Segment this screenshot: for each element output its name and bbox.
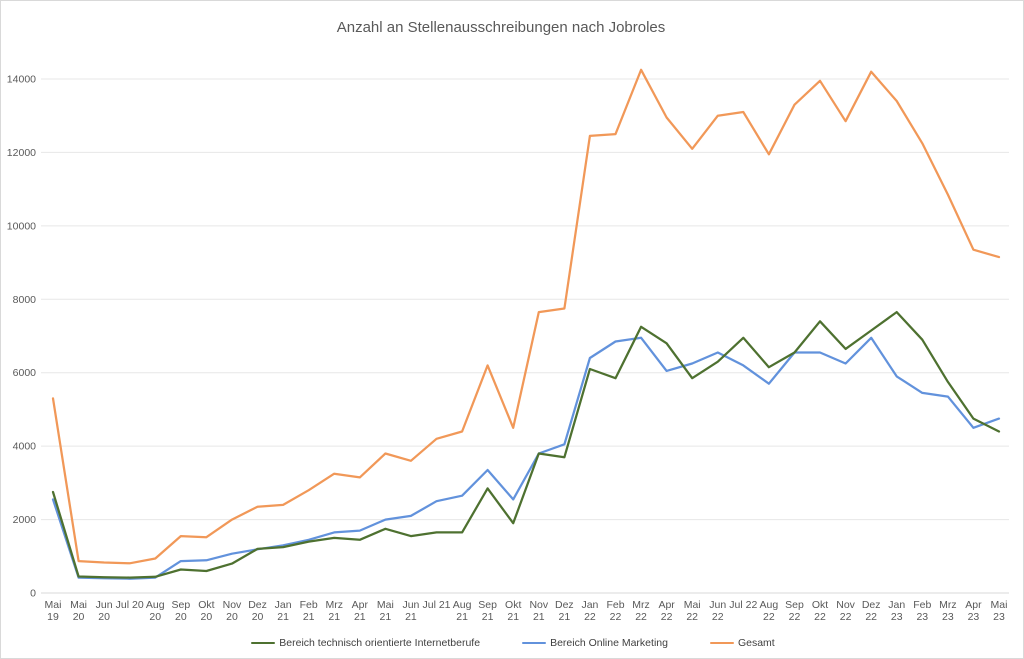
x-axis-tick-label: Nov 22: [836, 599, 855, 623]
series-line-1: [51, 310, 1001, 579]
legend-item: Bereich technisch orientierte Internetbe…: [251, 637, 480, 649]
x-axis-tick-label: Apr 22: [658, 599, 675, 623]
legend-label: Bereich Online Marketing: [550, 637, 668, 649]
x-axis-tick-label: Apr 21: [352, 599, 369, 623]
x-axis-tick-label: Jun 20: [96, 599, 113, 623]
y-axis-tick-label: 0: [30, 588, 36, 600]
y-axis-tick-label: 6000: [13, 367, 37, 379]
chart-title: Anzahl an Stellenausschreibungen nach Jo…: [336, 19, 666, 36]
x-axis-tick-label: Mai 23: [991, 599, 1008, 623]
x-axis-tick-label: Sep 21: [478, 599, 497, 623]
x-axis-tick-label: Apr 23: [965, 599, 982, 623]
x-axis-tick-label: Nov 20: [223, 599, 242, 623]
legend-item: Gesamt: [709, 637, 775, 649]
x-axis-tick-label: Feb 21: [300, 599, 318, 623]
x-axis-tick-label: Jul 21: [422, 599, 450, 611]
x-axis-tick-label: Nov 21: [529, 599, 548, 623]
series-line-2: [51, 336, 1001, 580]
x-axis-tick-label: Dez 22: [862, 599, 881, 623]
x-axis-tick-label: Aug 20: [146, 599, 165, 623]
y-axis-tick-label: 8000: [13, 294, 37, 306]
x-axis-tick-label: Okt 20: [198, 599, 214, 623]
legend-line-swatch: [251, 641, 276, 645]
legend-label: Gesamt: [737, 637, 775, 649]
x-axis-tick-label: Jan 21: [275, 599, 292, 623]
series-line-3: [51, 68, 1001, 565]
x-axis-tick-label: Aug 22: [760, 599, 779, 623]
x-axis-tick-label: Jun 21: [402, 599, 419, 623]
y-axis-tick-label: 4000: [13, 441, 37, 453]
x-axis-tick-label: Okt 21: [505, 599, 521, 623]
legend-item: Bereich Online Marketing: [522, 637, 668, 649]
x-axis-tick-label: Feb 23: [913, 599, 931, 623]
x-axis-tick-label: Mai 21: [377, 599, 394, 623]
x-axis-tick-label: Jul 22: [729, 599, 757, 611]
x-axis-tick-label: Dez 20: [248, 599, 267, 623]
x-axis-tick-label: Sep 20: [171, 599, 190, 623]
x-axis-tick-label: Feb 22: [606, 599, 624, 623]
x-axis-tick-label: Okt 22: [812, 599, 828, 623]
x-axis-tick-label: Jan 23: [888, 599, 905, 623]
y-axis-tick-label: 10000: [7, 220, 36, 232]
legend: Bereich technisch orientierte Internetbe…: [1, 637, 1023, 649]
x-axis-tick-label: Mai 19: [45, 599, 62, 623]
x-axis-tick-label: Mai 22: [684, 599, 701, 623]
x-axis-tick-label: Mrz 23: [939, 599, 957, 623]
x-axis-tick-label: Jan 22: [581, 599, 598, 623]
legend-label: Bereich technisch orientierte Internetbe…: [279, 637, 481, 649]
x-axis-tick-label: Mrz 21: [325, 599, 343, 623]
x-axis-tick-label: Jun 22: [709, 599, 726, 623]
y-axis-tick-label: 14000: [7, 74, 36, 86]
x-axis-tick-label: Mrz 22: [632, 599, 650, 623]
legend-line-swatch: [522, 641, 547, 645]
y-axis-tick-label: 12000: [7, 147, 36, 159]
y-axis-tick-label: 2000: [13, 514, 37, 526]
x-axis-tick-label: Dez 21: [555, 599, 574, 623]
legend-line-swatch: [709, 641, 734, 645]
x-axis-tick-label: Aug 21: [453, 599, 472, 623]
x-axis-tick-label: Jul 20: [116, 599, 144, 611]
x-axis-tick-label: Mai 20: [70, 599, 87, 623]
x-axis-tick-label: Sep 22: [785, 599, 804, 623]
